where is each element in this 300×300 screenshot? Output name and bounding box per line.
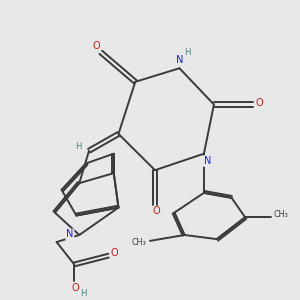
Text: H: H [76, 142, 82, 151]
Text: H: H [184, 48, 191, 57]
Text: N: N [204, 156, 211, 166]
Text: O: O [153, 206, 160, 216]
Text: H: H [80, 289, 87, 298]
Text: O: O [93, 41, 100, 52]
Text: O: O [255, 98, 263, 108]
Text: O: O [110, 248, 118, 258]
Text: CH₃: CH₃ [274, 211, 289, 220]
Text: N: N [66, 230, 74, 239]
Text: N: N [176, 55, 183, 65]
Text: O: O [72, 283, 80, 293]
Text: CH₃: CH₃ [131, 238, 146, 247]
